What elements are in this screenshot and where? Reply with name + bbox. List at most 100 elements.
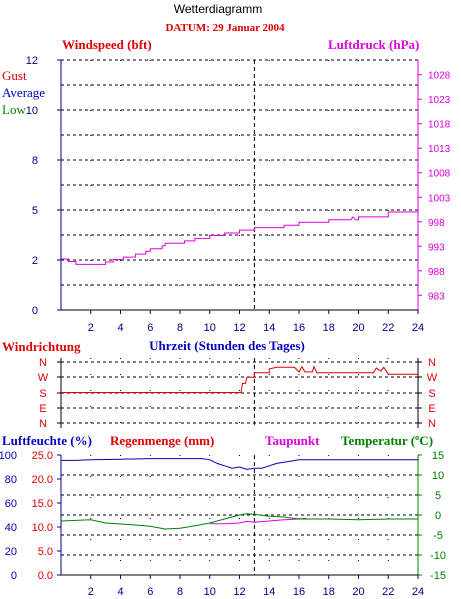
p3-x-tick-label: 18: [323, 586, 335, 598]
p1-left-tick-label: 8: [32, 155, 38, 167]
p1-x-tick-label: 22: [382, 322, 394, 334]
p3-temperature-tick-label: -5: [433, 530, 443, 542]
p1-right-tick-label: 993: [428, 242, 445, 253]
p2-series: [61, 365, 418, 393]
wind-direction-label: Windrichtung: [2, 339, 81, 354]
p3-temperature-tick-label: -15: [430, 570, 446, 582]
pressure-line: [61, 211, 418, 265]
p2-left-tick-label: N: [39, 357, 47, 369]
p2-left-tick-label: N: [39, 418, 47, 430]
p1-x-tick-label: 12: [233, 322, 245, 334]
p3-humidity-tick-label: 80: [5, 474, 17, 486]
dewpoint-line: [209, 517, 307, 525]
p1-right-tick-label: 983: [428, 291, 445, 302]
p3-x-tick-label: 4: [117, 586, 123, 598]
p3-x-tick-label: 20: [352, 586, 364, 598]
p3-humidity-tick-label: 100: [0, 450, 17, 462]
p1-right-tick-label: 1023: [428, 95, 451, 106]
p3-rain-tick-label: 10.0: [32, 522, 53, 534]
p3-rain-tick-label: 0.0: [38, 570, 53, 582]
p1-axes: 0258101298398899399810031008101310181023…: [26, 55, 451, 334]
p3-x-tick-label: 22: [382, 586, 394, 598]
p3-x-tick-label: 12: [233, 586, 245, 598]
p2-grid: [61, 358, 418, 428]
p1-right-tick-label: 998: [428, 218, 445, 229]
p3-temperature-tick-label: -10: [430, 550, 446, 562]
p3-x-tick-label: 6: [147, 586, 153, 598]
p3-x-tick-label: 24: [412, 586, 424, 598]
legend-gust: Gust: [2, 68, 27, 83]
page-title: Wetterdiagramm: [174, 2, 262, 16]
p1-x-tick-label: 10: [204, 322, 216, 334]
rain-axis-label: Regenmenge (mm): [110, 433, 214, 448]
p2-right-tick-label: E: [428, 403, 435, 415]
p2-right-tick-label: S: [428, 388, 435, 400]
p3-axes: 0204060801000.05.010.015.020.025.0-15-10…: [0, 450, 446, 598]
temperature-line: [60, 513, 418, 530]
p2-left-tick-label: S: [39, 388, 46, 400]
p1-grid: [61, 59, 418, 310]
p3-series: [60, 458, 418, 530]
p3-humidity-tick-label: 20: [5, 546, 17, 558]
p1-x-tick-label: 24: [412, 322, 424, 334]
p1-left-tick-label: 5: [32, 205, 38, 217]
p3-temperature-tick-label: 15: [432, 450, 444, 462]
p3-humidity-tick-label: 40: [5, 522, 17, 534]
humidity-axis-label: Luftfeuchte (%): [2, 433, 92, 448]
legend-low: Low: [2, 102, 26, 117]
wind-pressure-panel: Windspeed (bft) Luftdruck (hPa) Gust Ave…: [2, 37, 451, 334]
p3-x-tick-label: 16: [293, 586, 305, 598]
p2-right-tick-label: N: [428, 418, 436, 430]
p3-x-tick-label: 2: [88, 586, 94, 598]
p3-rain-tick-label: 5.0: [38, 546, 53, 558]
p1-left-tick-label: 0: [32, 305, 38, 317]
p1-x-tick-label: 6: [147, 322, 153, 334]
p1-x-tick-label: 14: [263, 322, 275, 334]
p1-x-tick-label: 18: [323, 322, 335, 334]
p1-left-tick-label: 10: [26, 105, 38, 117]
humidity-temp-panel: Luftfeuchte (%) Regenmenge (mm) Taupunkt…: [0, 433, 446, 598]
p1-x-tick-label: 8: [177, 322, 183, 334]
p1-left-tick-label: 12: [26, 55, 38, 67]
p3-temperature-tick-label: 5: [435, 490, 441, 502]
dewpoint-axis-label: Taupunkt: [265, 433, 320, 448]
p2-left-tick-label: E: [39, 403, 46, 415]
pressure-axis-label: Luftdruck (hPa): [328, 37, 419, 52]
date-label: DATUM: 29 Januar 2004: [165, 22, 285, 34]
p1-x-tick-label: 2: [88, 322, 94, 334]
p2-right-tick-label: W: [427, 372, 438, 384]
p1-right-tick-label: 1003: [428, 193, 451, 204]
p2-left-tick-label: W: [38, 372, 49, 384]
p3-grid: [61, 455, 418, 575]
p2-right-tick-label: N: [428, 357, 436, 369]
p1-right-tick-label: 988: [428, 267, 445, 278]
wind-direction-line: [61, 365, 418, 393]
p3-humidity-tick-label: 60: [5, 498, 17, 510]
p3-x-tick-label: 8: [177, 586, 183, 598]
p3-humidity-tick-label: 0: [11, 570, 17, 582]
p3-x-tick-label: 14: [263, 586, 275, 598]
wind-direction-panel: Windrichtung Uhrzeit (Stunden des Tages)…: [2, 338, 438, 430]
p3-rain-tick-label: 25.0: [32, 450, 53, 462]
p1-x-tick-label: 4: [117, 322, 123, 334]
p1-right-tick-label: 1028: [428, 71, 451, 82]
temperature-axis-label: Temperatur (ºC): [341, 433, 433, 448]
p1-series: [61, 211, 418, 265]
p1-right-tick-label: 1018: [428, 120, 451, 131]
windspeed-axis-label: Windspeed (bft): [62, 37, 152, 52]
p3-x-tick-label: 10: [204, 586, 216, 598]
p1-right-tick-label: 1013: [428, 144, 451, 155]
time-axis-label: Uhrzeit (Stunden des Tages): [149, 338, 305, 353]
p1-x-tick-label: 16: [293, 322, 305, 334]
p1-left-tick-label: 2: [32, 255, 38, 267]
p1-right-tick-label: 1008: [428, 169, 451, 180]
humidity-line: [61, 458, 418, 470]
p1-x-tick-label: 20: [352, 322, 364, 334]
p3-rain-tick-label: 15.0: [32, 498, 53, 510]
p3-temperature-tick-label: 0: [435, 510, 441, 522]
p3-rain-tick-label: 20.0: [32, 474, 53, 486]
legend-average: Average: [2, 85, 45, 100]
p3-temperature-tick-label: 10: [432, 470, 444, 482]
